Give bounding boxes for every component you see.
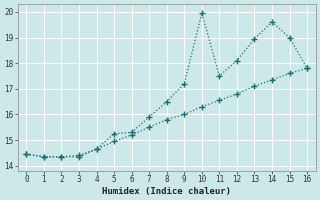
- X-axis label: Humidex (Indice chaleur): Humidex (Indice chaleur): [102, 187, 231, 196]
